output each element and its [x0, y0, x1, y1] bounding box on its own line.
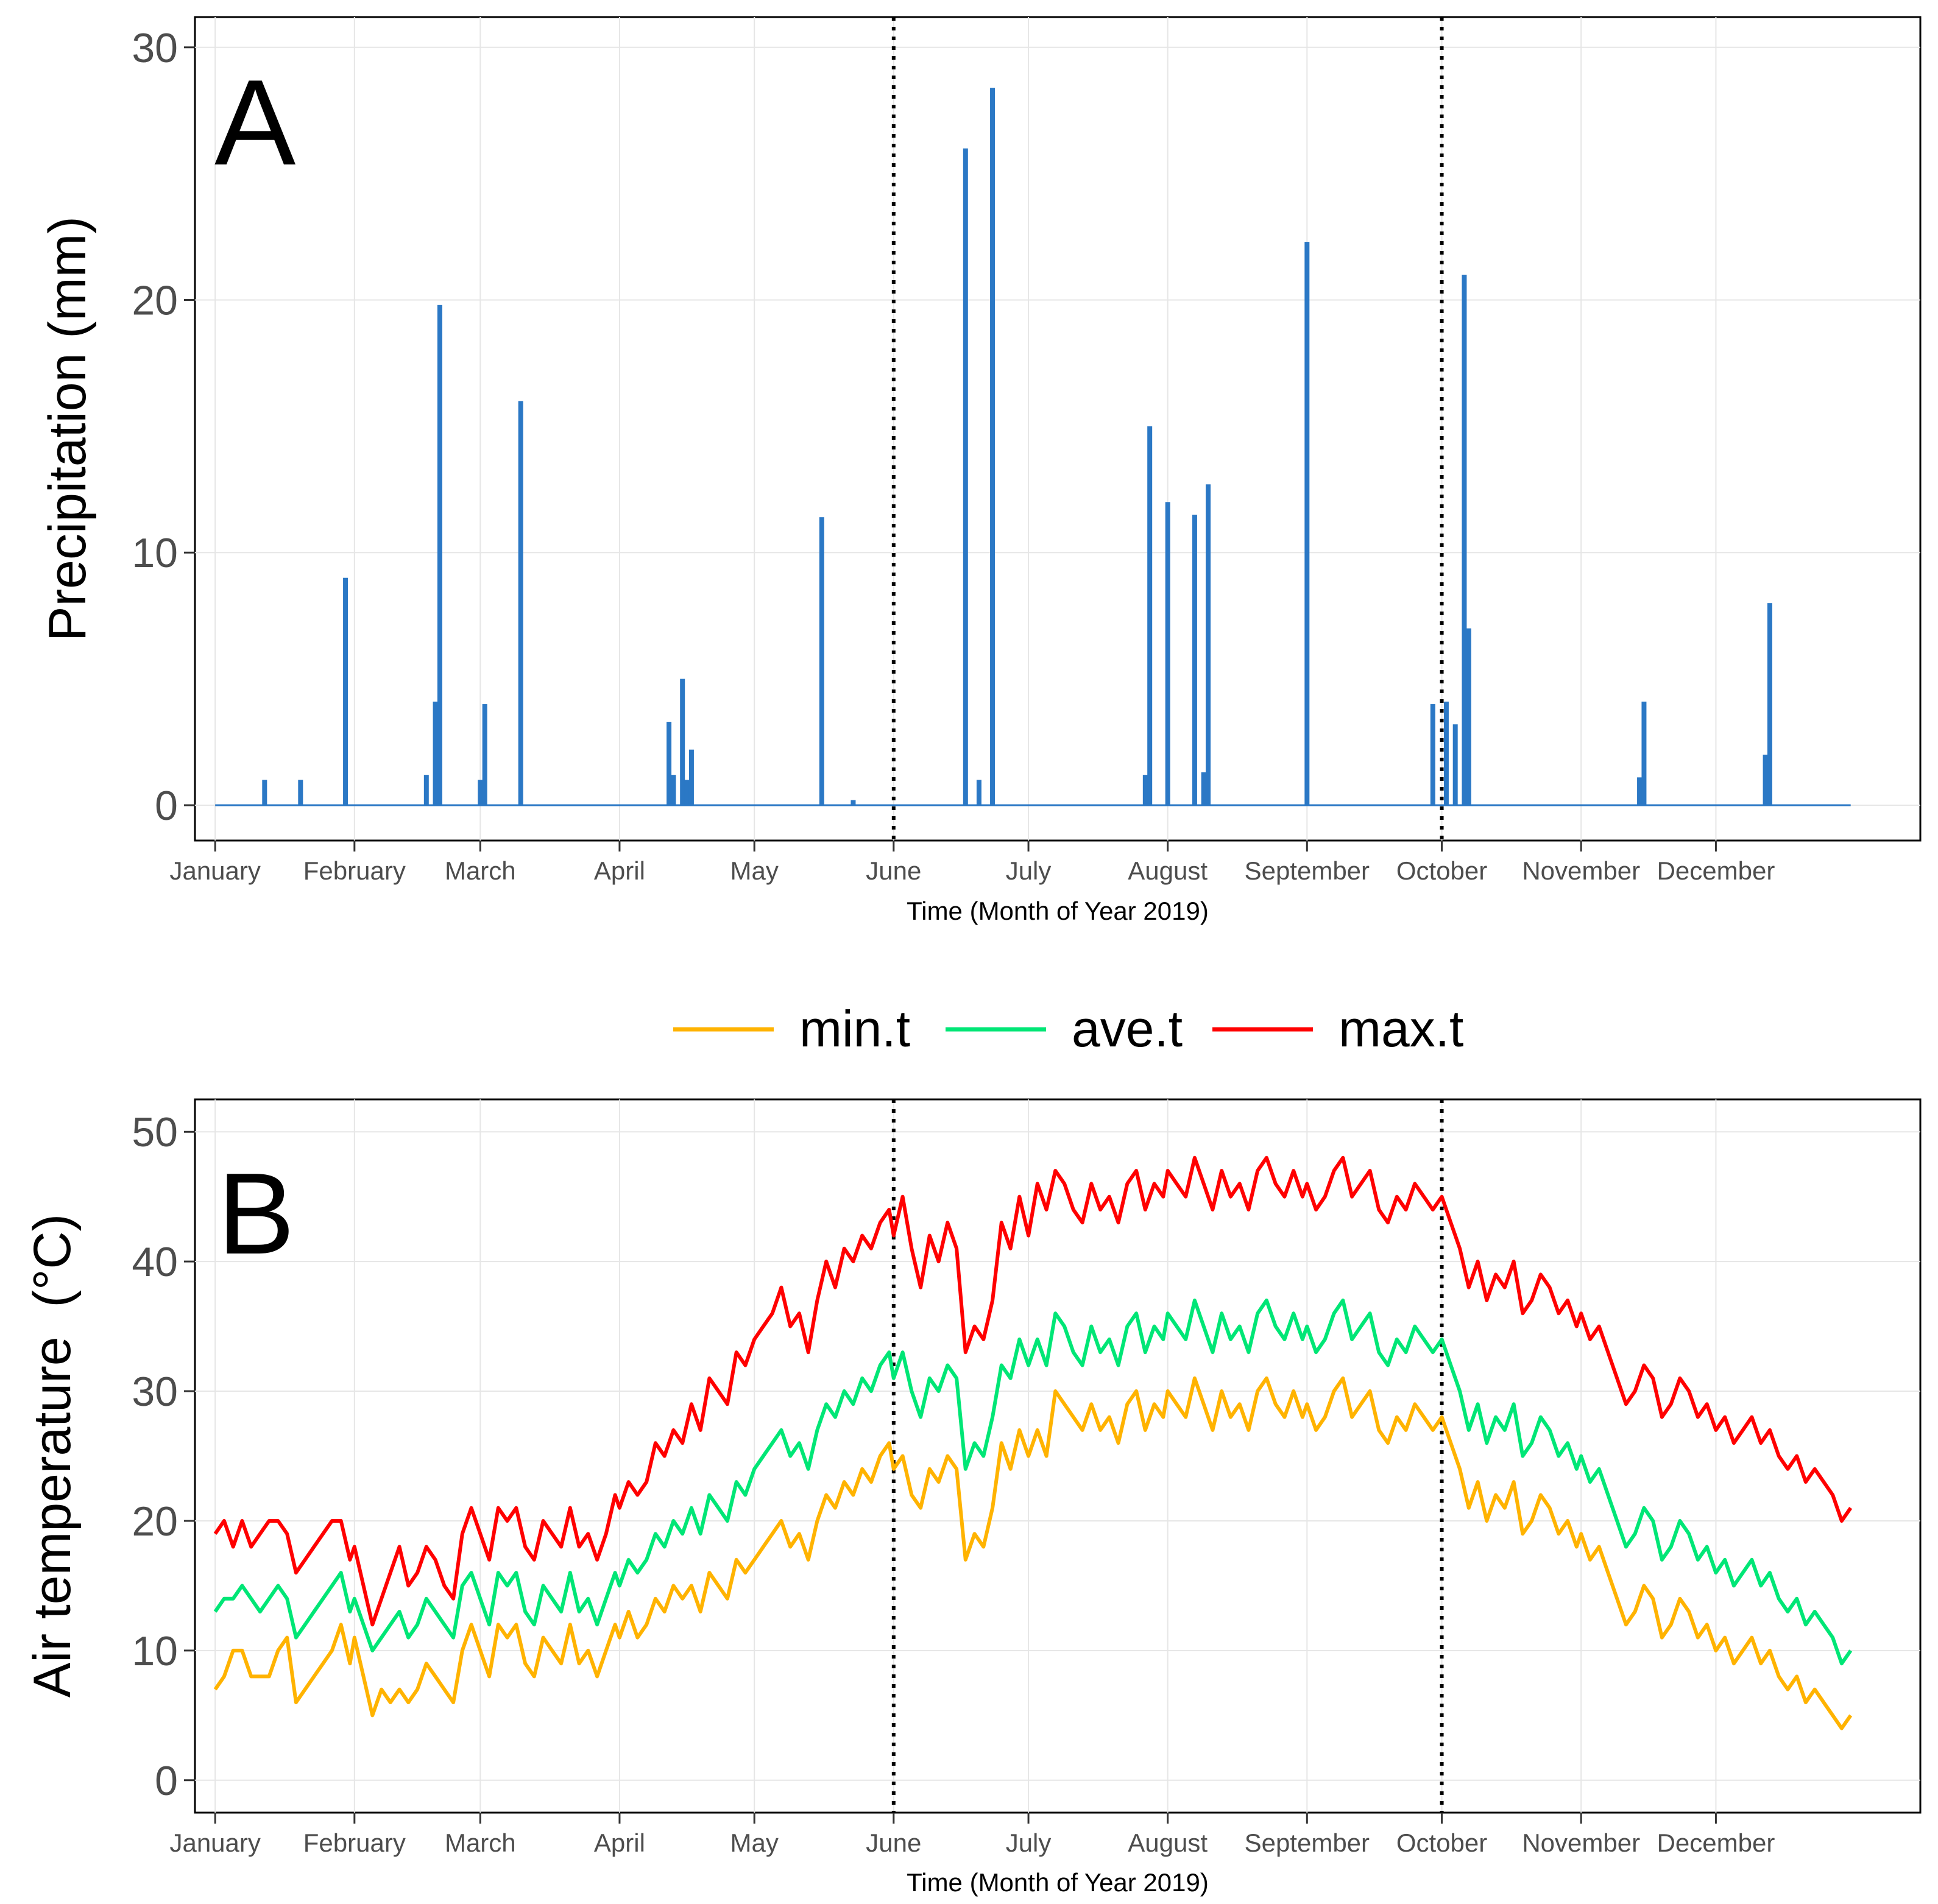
- panel-a-y-tick-label: 20: [132, 277, 178, 323]
- legend-label-ave-t: ave.t: [1072, 1000, 1183, 1057]
- precipitation-bar: [990, 88, 996, 805]
- panel-a-x-tick-label: April: [594, 856, 645, 885]
- panel-a-x-tick-label: November: [1522, 856, 1640, 885]
- precipitation-bar: [1430, 704, 1435, 805]
- series-line-ave-t: [213, 1299, 1853, 1666]
- panel-b-plot-border: [194, 1098, 1922, 1814]
- precipitation-bar: [1443, 701, 1449, 805]
- panel-a-bars: [215, 88, 1851, 806]
- precipitation-bar: [343, 577, 348, 805]
- legend-label-max-t: max.t: [1339, 1000, 1463, 1057]
- precipitation-bar: [1767, 603, 1772, 805]
- precipitation-bar: [433, 701, 438, 805]
- panel-a-y-axis-label: Precipitation (mm): [38, 216, 97, 641]
- panel-b-y-tick-label: 10: [132, 1628, 178, 1674]
- panel-b-x-tick-label: December: [1657, 1828, 1775, 1857]
- panel-b-y-tick-label: 40: [132, 1239, 178, 1285]
- series-line-max-t: [213, 1155, 1853, 1627]
- panel-b-reference-lines: [891, 1099, 1444, 1813]
- panel-b-x-tick-label: July: [1006, 1828, 1052, 1857]
- panel-a-x-tick-label: June: [866, 856, 921, 885]
- precipitation-bar: [684, 780, 690, 805]
- precipitation-bar: [1637, 777, 1643, 805]
- panel-b-x-tick-label: September: [1245, 1828, 1370, 1857]
- precipitation-bar: [1142, 775, 1148, 805]
- precipitation-bar: [1466, 628, 1471, 805]
- precipitation-bar: [1192, 515, 1197, 805]
- panel-b-lines: [213, 1155, 1853, 1730]
- panel-a-label: A: [214, 55, 296, 191]
- panel-b-y-ticks: 0 10 20 30 40 50: [132, 1109, 195, 1804]
- precipitation-bar: [667, 722, 672, 805]
- panel-a-y-tick-label: 30: [132, 25, 178, 71]
- panel-b-x-tick-label: April: [594, 1828, 645, 1857]
- panel-a-x-tick-label: September: [1245, 856, 1370, 885]
- panel-b-y-tick-label: 20: [132, 1498, 178, 1545]
- panel-a-x-tick-label: July: [1006, 856, 1052, 885]
- panel-b-y-tick-label: 30: [132, 1369, 178, 1415]
- panel-a-x-ticks: January February March April May June July Augu…: [169, 841, 1775, 885]
- panel-a-reference-lines: [891, 17, 1444, 841]
- panel-b-x-tick-label: May: [730, 1828, 779, 1857]
- precipitation-bar: [1452, 724, 1458, 805]
- panel-a-plot-border: [194, 16, 1922, 842]
- panel-a-x-tick-label: December: [1657, 856, 1775, 885]
- panel-b-x-tick-label: November: [1522, 1828, 1640, 1857]
- panel-b-x-tick-label: October: [1396, 1828, 1487, 1857]
- precipitation-bar: [423, 775, 429, 805]
- panel-a-y-ticks: 0 10 20 30: [132, 25, 195, 829]
- panel-b-x-tick-label: June: [866, 1828, 921, 1857]
- precipitation-bar: [478, 780, 483, 805]
- panel-b-x-axis-label: Time (Month of Year 2019): [907, 1868, 1209, 1897]
- precipitation-bar: [482, 704, 487, 805]
- precipitation-bar: [437, 305, 442, 805]
- precipitation-bar: [1304, 242, 1310, 805]
- panel-a-y-tick-label: 0: [155, 783, 178, 829]
- precipitation-bar: [1462, 275, 1467, 805]
- panel-b-x-tick-label: August: [1128, 1828, 1208, 1857]
- panel-b-label: B: [217, 1149, 295, 1278]
- panel-b-x-tick-label: January: [169, 1828, 260, 1857]
- precipitation-bar: [298, 780, 303, 805]
- legend: min.t ave.t max.t: [673, 1000, 1463, 1057]
- precipitation-bar: [819, 517, 824, 805]
- panel-b-y-tick-label: 0: [155, 1758, 178, 1804]
- precipitation-bar: [518, 401, 523, 805]
- panel-b-x-tick-label: March: [445, 1828, 516, 1857]
- precipitation-bar: [688, 749, 694, 805]
- panel-a-x-tick-label: March: [445, 856, 516, 885]
- panel-b-y-axis-label: Air temperature (°C): [23, 1214, 82, 1698]
- panel-a-x-tick-label: May: [730, 856, 779, 885]
- panel-a-x-axis-label: Time (Month of Year 2019): [907, 897, 1209, 925]
- temperature-panel: 0 10 20 30 40 50 January February March April May…: [23, 1098, 1922, 1897]
- precipitation-bar: [680, 679, 685, 805]
- precipitation-bar: [976, 780, 981, 805]
- precipitation-bar: [1201, 772, 1206, 805]
- precipitation-panel: 0 10 20 30 January February March April May June…: [38, 16, 1922, 925]
- precipitation-bar: [1763, 754, 1768, 805]
- precipitation-bar: [963, 148, 968, 805]
- panel-b-x-ticks: January February March April May June July Augu…: [169, 1813, 1775, 1857]
- series-line-min-t: [213, 1376, 1853, 1730]
- panel-a-x-tick-label: February: [303, 856, 406, 885]
- panel-a-x-tick-label: October: [1396, 856, 1487, 885]
- precipitation-bar: [671, 775, 676, 805]
- precipitation-bar: [1641, 701, 1647, 805]
- precipitation-bar: [1206, 484, 1211, 805]
- legend-label-min-t: min.t: [799, 1000, 910, 1057]
- precipitation-bar: [1165, 502, 1170, 805]
- panel-a-x-tick-label: August: [1128, 856, 1208, 885]
- panel-b-x-tick-label: February: [303, 1828, 406, 1857]
- panel-b-y-tick-label: 50: [132, 1109, 178, 1155]
- panel-a-x-tick-label: January: [169, 856, 260, 885]
- precipitation-bar: [262, 780, 267, 805]
- panel-a-y-tick-label: 10: [132, 530, 178, 576]
- precipitation-bar: [1147, 426, 1153, 805]
- precipitation-bar: [851, 800, 856, 805]
